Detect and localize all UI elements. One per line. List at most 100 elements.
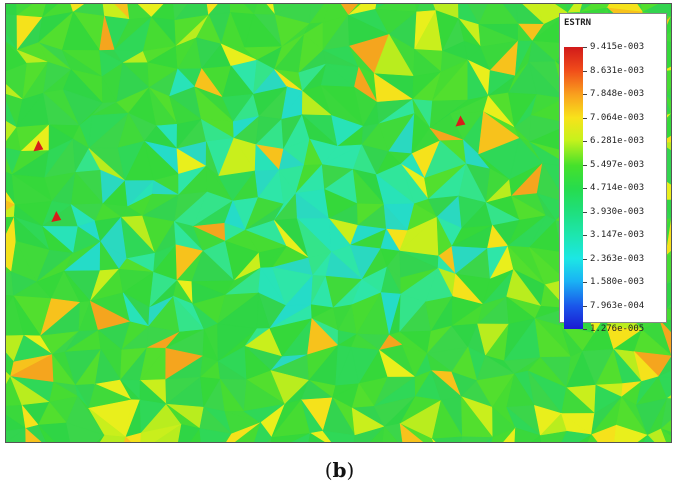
legend-title: ESTRN <box>564 18 592 28</box>
mesh-element <box>96 435 105 442</box>
mesh-element <box>322 430 356 442</box>
mesh-element <box>70 4 86 13</box>
mesh-element <box>6 216 15 236</box>
legend-value-label: 5.497e-003 <box>590 159 645 170</box>
mesh-element <box>308 432 325 442</box>
legend-tick <box>583 329 587 330</box>
strain-hotspot <box>33 140 44 152</box>
legend-tick <box>583 258 587 260</box>
legend-value-label: 1.580e-003 <box>590 277 645 287</box>
mesh-element <box>38 424 56 442</box>
mesh-element <box>643 434 655 442</box>
mesh-element <box>190 427 202 442</box>
mesh-element <box>37 422 71 442</box>
mesh-element <box>6 352 15 363</box>
mesh-element <box>6 191 16 206</box>
mesh-element <box>173 4 189 22</box>
strain-hotspot <box>51 211 62 223</box>
mesh-element <box>666 395 671 399</box>
mesh-element <box>530 435 542 442</box>
mesh-element <box>99 434 127 442</box>
legend-tick <box>583 235 587 236</box>
mesh-element <box>6 4 18 16</box>
mesh-element <box>486 436 494 442</box>
legend-value-label: 7.064e-003 <box>590 112 645 123</box>
legend-value-label: 7.963e-004 <box>590 300 645 311</box>
legend-value-label: 9.415e-003 <box>590 42 645 52</box>
caption-close-paren: ) <box>346 458 355 482</box>
mesh-element <box>664 250 671 257</box>
color-legend: ESTRN 9.415e-003 8.631e-003 7.848e-003 7.06… <box>559 13 667 334</box>
mesh-element <box>370 425 385 442</box>
mesh-element <box>117 436 127 442</box>
mesh-element <box>657 370 671 379</box>
mesh-element <box>491 427 516 442</box>
mesh-element <box>659 320 671 355</box>
mesh-element <box>590 424 617 442</box>
mesh-element <box>6 371 12 379</box>
mesh-element <box>271 432 311 442</box>
mesh-element <box>6 200 16 212</box>
mesh-element <box>6 427 27 442</box>
caption-letter: b <box>332 458 347 482</box>
legend-value-label: 1.276e-005 <box>590 324 645 334</box>
mesh-element <box>558 431 568 442</box>
legend-color-bar <box>564 47 583 329</box>
mesh-element <box>561 430 593 442</box>
mesh-element <box>178 424 201 442</box>
legend-tick <box>583 164 587 166</box>
legend-value-label: 8.631e-003 <box>590 65 645 76</box>
strain-hotspot <box>455 115 466 127</box>
mesh-element <box>660 427 671 442</box>
legend-tick <box>583 211 587 213</box>
mesh-element <box>6 100 18 129</box>
legend-tick <box>583 47 587 48</box>
legend-tick <box>583 141 587 142</box>
mesh-element <box>431 436 463 442</box>
mesh-element <box>25 427 42 442</box>
legend-value-label: 2.363e-003 <box>590 253 645 264</box>
mesh-element <box>660 398 671 430</box>
figure-caption: (b) <box>0 458 679 482</box>
mesh-element <box>221 433 232 442</box>
mesh-element <box>254 422 272 442</box>
mesh-element <box>666 303 671 310</box>
mesh-element <box>431 438 436 442</box>
mesh-element <box>540 430 568 442</box>
mesh-element <box>614 424 649 442</box>
mesh-element <box>665 219 671 257</box>
mesh-element <box>6 157 13 176</box>
mesh-element <box>461 436 494 442</box>
legend-value-label: 7.848e-003 <box>590 89 645 99</box>
mesh-element <box>647 428 667 442</box>
mesh-element <box>235 421 262 442</box>
legend-value-label: 3.147e-003 <box>590 230 645 240</box>
mesh-element <box>658 376 671 399</box>
mesh-element <box>382 426 399 442</box>
mesh-element <box>125 432 142 442</box>
mesh-element <box>399 423 424 442</box>
mesh-element <box>154 423 182 442</box>
caption-open-paren: ( <box>324 458 333 482</box>
legend-tick <box>583 117 587 119</box>
mesh-element <box>433 4 443 12</box>
mesh-element <box>322 430 334 442</box>
mesh-element <box>291 432 311 442</box>
mesh-element <box>665 94 671 114</box>
legend-value-label: 4.714e-003 <box>590 183 645 193</box>
mesh-element <box>565 4 575 14</box>
mesh-element <box>353 426 386 442</box>
mesh-element <box>123 436 132 442</box>
mesh-element <box>267 436 272 442</box>
legend-tick <box>583 70 587 72</box>
legend-value-label: 3.930e-003 <box>590 206 645 217</box>
legend-tick <box>583 94 587 95</box>
legend-tick <box>583 305 587 307</box>
legend-tick <box>583 188 587 189</box>
mesh-element <box>199 428 233 442</box>
mesh-element <box>660 419 671 433</box>
legend-tick <box>583 282 587 283</box>
mesh-element <box>514 427 542 442</box>
mesh-element <box>587 434 598 442</box>
mesh-element <box>66 422 106 442</box>
